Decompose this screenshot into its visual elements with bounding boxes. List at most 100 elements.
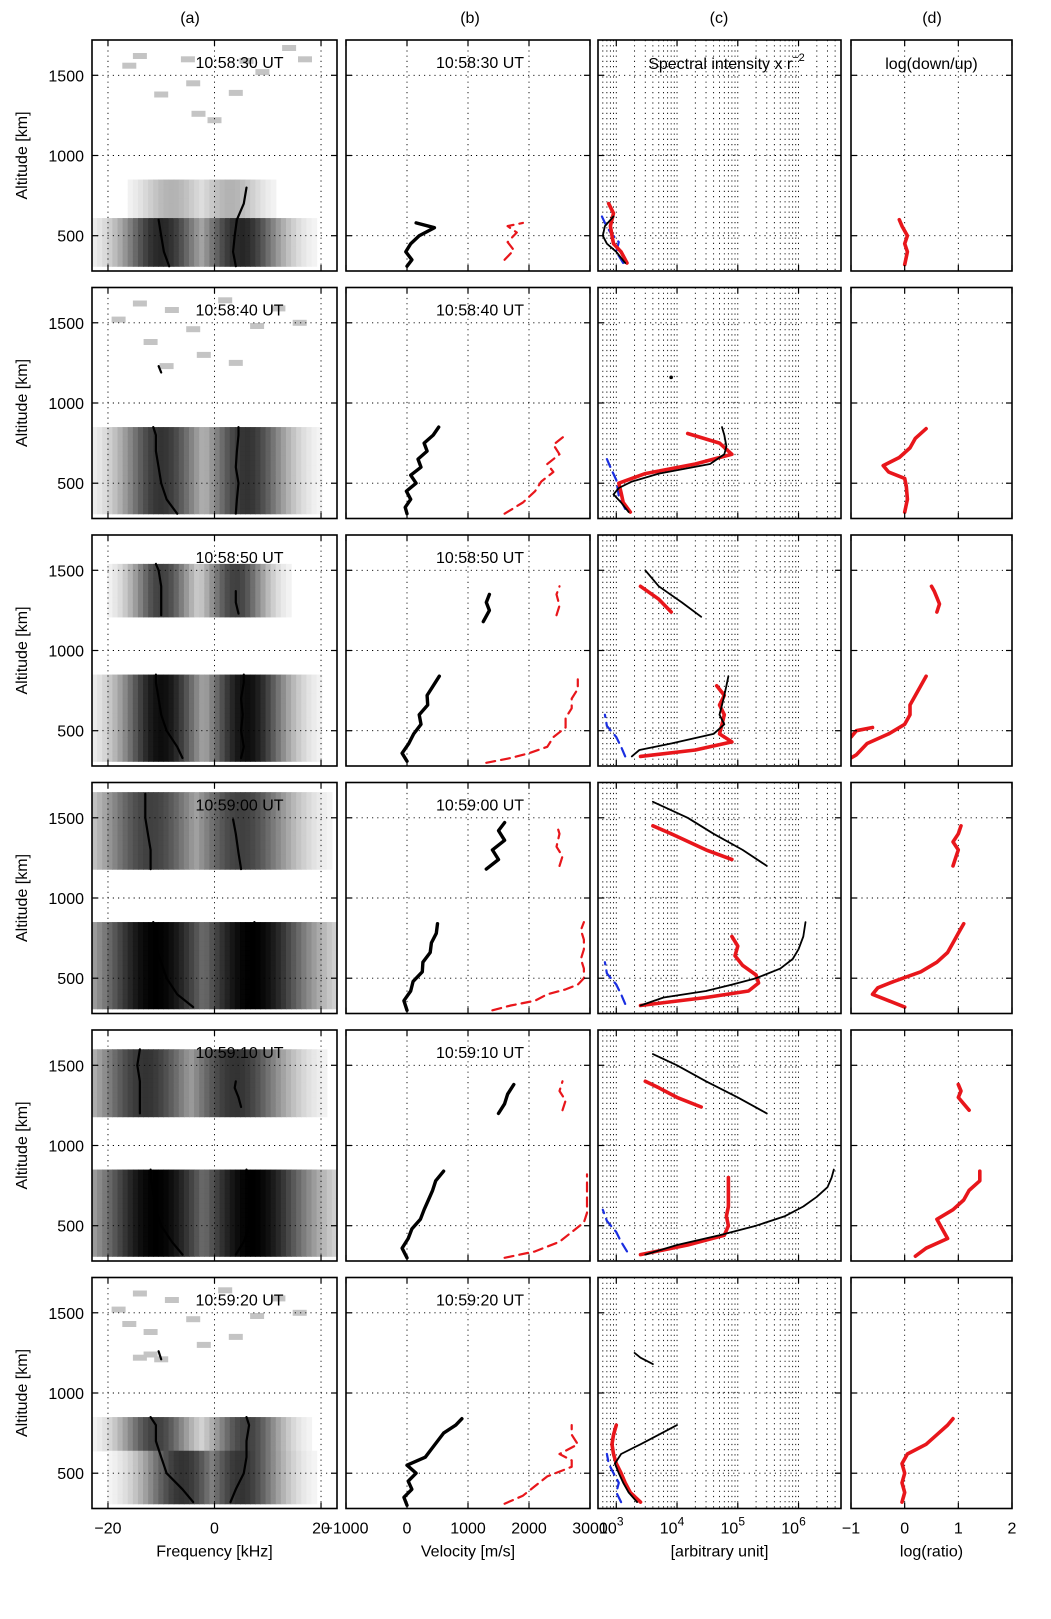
- spectrogram-cell: [127, 592, 134, 599]
- spectrogram-cell: [234, 246, 241, 253]
- spectrogram-cell: [260, 587, 267, 594]
- spectrogram-cell: [102, 840, 108, 846]
- spectrogram-cell: [224, 684, 231, 690]
- spectrogram-cell: [168, 727, 175, 733]
- spectrogram-cell: [306, 965, 313, 971]
- spectrogram-cell: [163, 693, 170, 700]
- spectrogram-cell: [250, 194, 256, 200]
- spectrogram-cell: [224, 965, 231, 971]
- spectrogram-cell: [143, 583, 149, 589]
- spectrogram-cell: [188, 727, 195, 733]
- spectrogram-cell: [245, 446, 251, 452]
- frequency-trace: [144, 792, 152, 871]
- spectrogram-cell: [204, 1003, 210, 1010]
- spectrogram-cell: [92, 979, 98, 986]
- spectrogram-cell: [102, 941, 108, 947]
- spectrogram-cell: [97, 703, 103, 709]
- spectrogram-cell: [194, 446, 200, 452]
- spectrogram-cell: [168, 213, 175, 219]
- spectrogram-cell: [214, 849, 221, 856]
- spectrogram-cell: [214, 499, 221, 505]
- spectrogram-cell: [153, 607, 159, 613]
- spectrogram-speckle: [298, 56, 312, 63]
- spectrogram-cell: [143, 975, 149, 981]
- spectrogram-cell: [296, 936, 302, 942]
- spectrogram-cell: [326, 845, 333, 851]
- spectrogram-cell: [102, 703, 108, 709]
- spectrogram-cell: [291, 427, 297, 433]
- spectrogram-cell: [301, 741, 307, 748]
- spectrogram-cells: [92, 297, 323, 515]
- spectrogram-cell: [204, 203, 210, 210]
- spectrogram-cell: [311, 431, 318, 438]
- spectrogram-cell: [168, 751, 175, 757]
- spectrogram-cell: [127, 989, 134, 995]
- spectrogram-cell: [194, 427, 200, 433]
- spectrogram-cell: [285, 994, 292, 1000]
- spectrogram-cell: [260, 441, 267, 447]
- spectrogram-cell: [214, 741, 221, 748]
- intensity-blue-series: [603, 713, 627, 758]
- spectrogram-cell: [188, 222, 195, 229]
- spectrogram-cell: [296, 811, 302, 817]
- spectrogram-cell: [183, 179, 190, 185]
- spectrogram-cell: [132, 741, 139, 748]
- spectrogram-cell: [117, 563, 124, 570]
- spectrogram-cell: [214, 703, 221, 709]
- spectrogram-cell: [137, 592, 144, 599]
- spectrogram-cell: [97, 504, 103, 510]
- spectrogram-cell: [143, 979, 149, 986]
- spectrogram-cell: [275, 796, 282, 803]
- spectrogram-cell: [311, 1003, 318, 1010]
- spectrogram-cell: [265, 922, 272, 928]
- spectrogram-cell: [122, 825, 129, 832]
- spectrogram-cell: [316, 849, 323, 856]
- spectrogram-cell: [168, 460, 175, 467]
- spectrogram-cell: [188, 859, 195, 865]
- spectrogram-cell: [194, 835, 200, 841]
- spectrogram-cell: [163, 583, 170, 589]
- spectrogram-cell: [173, 693, 180, 700]
- spectrogram-cell: [137, 979, 144, 986]
- spectrogram-cell: [301, 222, 307, 229]
- spectrogram-cell: [143, 931, 149, 938]
- spectrogram-cell: [178, 568, 185, 575]
- spectrogram-cell: [321, 806, 328, 812]
- spectrogram-cell: [173, 465, 180, 471]
- spectrogram-cell: [240, 460, 246, 467]
- spectrogram-cell: [224, 446, 231, 452]
- spectrogram-cell: [214, 480, 221, 486]
- spectrogram-cell: [183, 470, 190, 476]
- spectrogram-cell: [117, 955, 124, 962]
- spectrogram-cell: [153, 950, 159, 957]
- spectrogram-cell: [296, 854, 302, 861]
- spectrogram-cell: [265, 573, 272, 579]
- spectrogram-cell: [306, 955, 313, 962]
- spectrogram-cell: [316, 674, 323, 680]
- spectrogram-cell: [112, 242, 119, 248]
- spectrogram-cell: [250, 693, 256, 700]
- spectrogram-cell: [199, 975, 205, 981]
- spectrogram-cell: [306, 684, 313, 690]
- spectrogram-cell: [245, 931, 251, 938]
- spectrogram-cell: [265, 796, 272, 803]
- spectrogram-cell: [137, 941, 144, 947]
- spectrogram-cell: [143, 587, 149, 594]
- spectrogram-cell: [291, 835, 297, 841]
- spectrogram-cell: [280, 431, 287, 438]
- spectrogram-cell: [270, 179, 277, 185]
- spectrogram-cell: [148, 825, 154, 832]
- spectrogram-cell: [245, 602, 251, 608]
- spectrogram-cell: [158, 484, 165, 491]
- spectrogram-cell: [204, 480, 210, 486]
- spectrogram-cell: [260, 732, 267, 738]
- spectrogram-cell: [168, 955, 175, 962]
- spectrogram-cell: [92, 960, 98, 966]
- spectrogram-cell: [107, 612, 114, 618]
- spectrogram-cell: [158, 436, 165, 443]
- spectrogram-cell: [265, 189, 272, 195]
- spectrogram-cell: [204, 796, 210, 803]
- spectrogram-cell: [229, 936, 236, 942]
- spectrogram-cell: [270, 451, 277, 457]
- spectrogram-cell: [97, 1058, 103, 1065]
